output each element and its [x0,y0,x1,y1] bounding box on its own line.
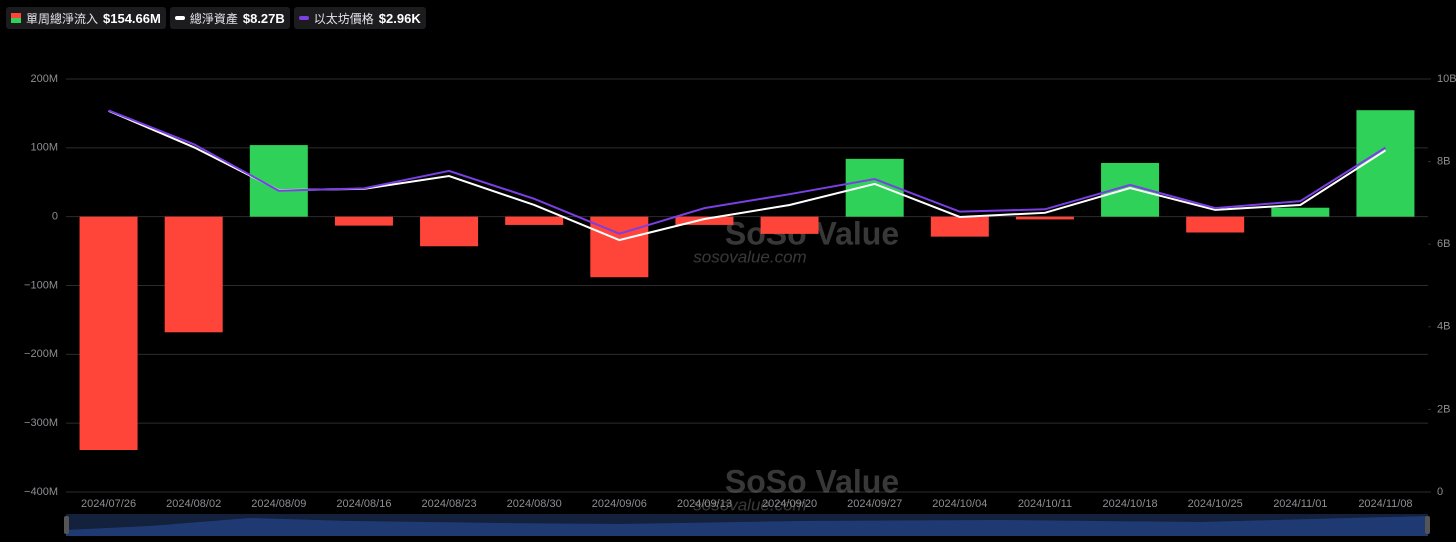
x-tick-label: 2024/09/06 [592,498,647,510]
navigator-area [66,516,1428,536]
x-tick-label: 2024/09/27 [847,498,902,510]
legend-name: 以太坊價格 [313,11,374,26]
y-tick-label: −300M [24,417,58,429]
legend-name: 總淨資產 [189,11,238,26]
bar [505,216,564,225]
watermark: SoSo Value [725,463,899,499]
x-tick-label: 2024/11/08 [1358,498,1412,510]
x-tick-label: 2024/08/23 [422,498,477,510]
bar [675,216,734,225]
y-tick-label: 100M [30,142,58,154]
x-tick-label: 2024/07/26 [81,498,136,510]
y2-tick-label: 10B [1437,73,1456,85]
navigator-handle [64,516,69,534]
x-tick-label: 2024/10/04 [932,498,987,510]
bar [164,216,223,333]
legend-item[interactable]: 總淨資產 $8.27B [169,7,290,29]
y-tick-label: −100M [24,279,58,291]
y2-tick-label: 0 [1437,486,1443,498]
legend-icon [174,16,185,20]
legend-item[interactable]: 以太坊價格 $2.96K [293,7,426,29]
y2-tick-label: 2B [1437,403,1450,415]
bar [1271,207,1330,217]
watermark: sosovalue.com [693,247,806,266]
x-tick-label: 2024/08/02 [166,498,221,510]
legend-item[interactable]: 單周總淨流入 $154.66M [6,7,166,29]
y-tick-label: −200M [24,348,58,360]
x-tick-label: 2024/10/25 [1188,498,1243,510]
bar [1186,216,1245,233]
bar [1015,216,1074,220]
x-tick-label: 2024/11/01 [1273,498,1327,510]
x-tick-label: 2024/08/09 [251,498,306,510]
bar [79,216,138,451]
x-tick-label: 2024/08/16 [336,498,391,510]
navigator-handle [1425,516,1430,534]
x-tick-label: 2024/09/13 [677,498,732,510]
legend: 單周總淨流入 $154.66M 總淨資產 $8.27B 以太坊價格 $2.96K [6,7,426,29]
x-tick-label: 2024/08/30 [507,498,562,510]
x-tick-label: 2024/10/11 [1018,498,1072,510]
bar [930,216,989,237]
y2-tick-label: 8B [1437,156,1450,168]
legend-icon [298,16,309,20]
x-tick-label: 2024/10/18 [1103,498,1158,510]
y-tick-label: −400M [24,486,58,498]
watermark: sosovalue.com [693,495,806,514]
x-tick-label: 2024/09/20 [762,498,817,510]
y-tick-label: 200M [30,73,58,85]
bar [420,216,479,247]
y2-tick-label: 4B [1437,321,1450,333]
legend-name: 單周總淨流入 [26,11,99,26]
legend-icon [11,13,21,23]
legend-value: $8.27B [242,10,285,26]
bar [334,216,393,226]
line [108,109,1386,235]
legend-value: $154.66M [103,10,161,26]
bar [760,216,819,234]
y-tick-label: 0 [52,211,58,223]
legend-value: $2.96K [378,10,421,26]
y2-tick-label: 6B [1437,238,1450,250]
